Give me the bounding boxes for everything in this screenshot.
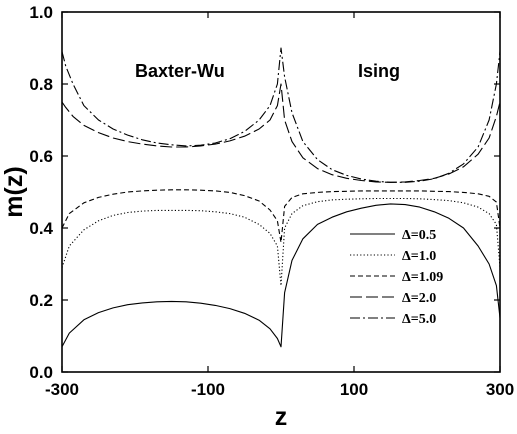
x-tick-label: -100 (191, 380, 225, 399)
region-label-ising: Ising (358, 61, 400, 81)
region-label-baxter-wu: Baxter-Wu (135, 61, 225, 81)
legend-label-3: Δ=1.09 (402, 270, 443, 285)
y-tick-label: 0.8 (29, 75, 53, 94)
series-line-3 (62, 189, 500, 243)
legend-label-1: Δ=0.5 (402, 228, 436, 243)
series-line-5 (62, 47, 500, 183)
y-tick-label: 1.0 (29, 3, 53, 22)
series-line-2 (62, 197, 500, 287)
plot-frame (61, 11, 501, 373)
legend-label-5: Δ=5.0 (402, 312, 436, 327)
y-tick-label: 0.6 (29, 147, 53, 166)
y-tick-label: 0.4 (29, 219, 53, 238)
legend: Δ=0.5 Δ=1.0 Δ=1.09 Δ=2.0 Δ=5.0 (350, 228, 443, 327)
legend-label-4: Δ=2.0 (402, 291, 436, 306)
series-line-1 (62, 203, 500, 348)
y-tick-label: 0.0 (29, 363, 53, 382)
x-axis-label: z (275, 403, 288, 431)
x-tick-label: 300 (486, 380, 514, 399)
series-layer (62, 47, 500, 348)
x-tick-label: 100 (340, 380, 368, 399)
y-tick-label: 0.2 (29, 291, 53, 310)
y-axis-label: m(z) (0, 166, 28, 217)
series-line-4 (62, 83, 500, 183)
legend-label-2: Δ=1.0 (402, 249, 436, 264)
x-tick-label: -300 (45, 380, 79, 399)
tick-layer: -300 -100 100 300 0.0 0.2 0.4 0.6 0.8 1.0 (29, 3, 514, 399)
